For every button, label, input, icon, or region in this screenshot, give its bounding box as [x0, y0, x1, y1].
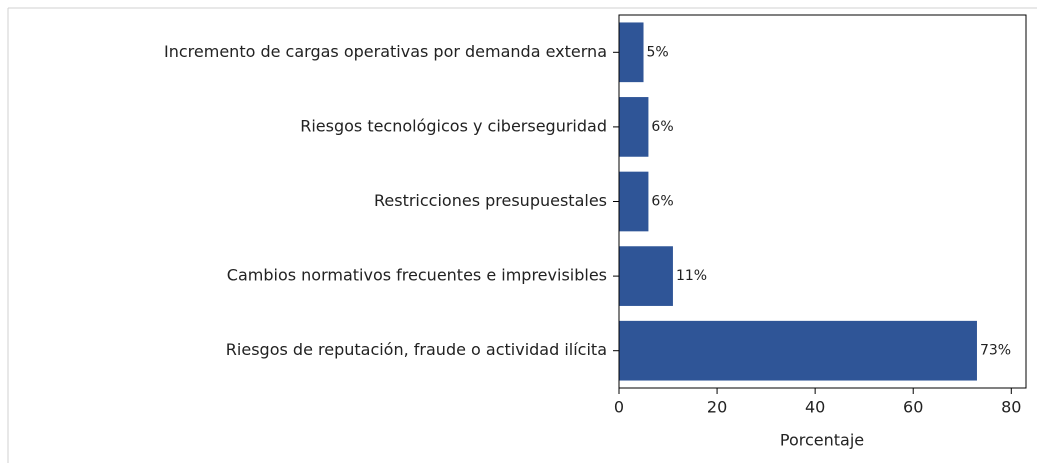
y-tick-label: Cambios normativos frecuentes e imprevis…	[227, 266, 607, 285]
bar	[619, 171, 649, 232]
x-tick-label: 40	[805, 398, 825, 417]
x-tick-label: 60	[903, 398, 923, 417]
y-tick-label: Restricciones presupuestales	[374, 191, 607, 210]
y-tick-label: Incremento de cargas operativas por dema…	[164, 42, 607, 61]
x-axis-label: Porcentaje	[780, 431, 864, 450]
plot-frame	[618, 14, 1027, 389]
x-tick-label: 20	[707, 398, 727, 417]
value-label: 73%	[980, 343, 1011, 359]
bar	[619, 97, 649, 157]
x-tick-label: 0	[614, 398, 624, 417]
y-tick-label: Riesgos tecnológicos y ciberseguridad	[300, 116, 607, 135]
x-tick-label: 80	[1001, 398, 1021, 417]
bar	[619, 22, 644, 83]
y-tick-label: Riesgos de reputación, fraude o activida…	[226, 340, 607, 359]
value-label: 6%	[651, 119, 673, 135]
bar	[619, 246, 673, 306]
value-label: 6%	[651, 194, 673, 210]
bar	[619, 320, 977, 381]
value-label: 5%	[647, 44, 669, 60]
value-label: 11%	[676, 268, 707, 284]
